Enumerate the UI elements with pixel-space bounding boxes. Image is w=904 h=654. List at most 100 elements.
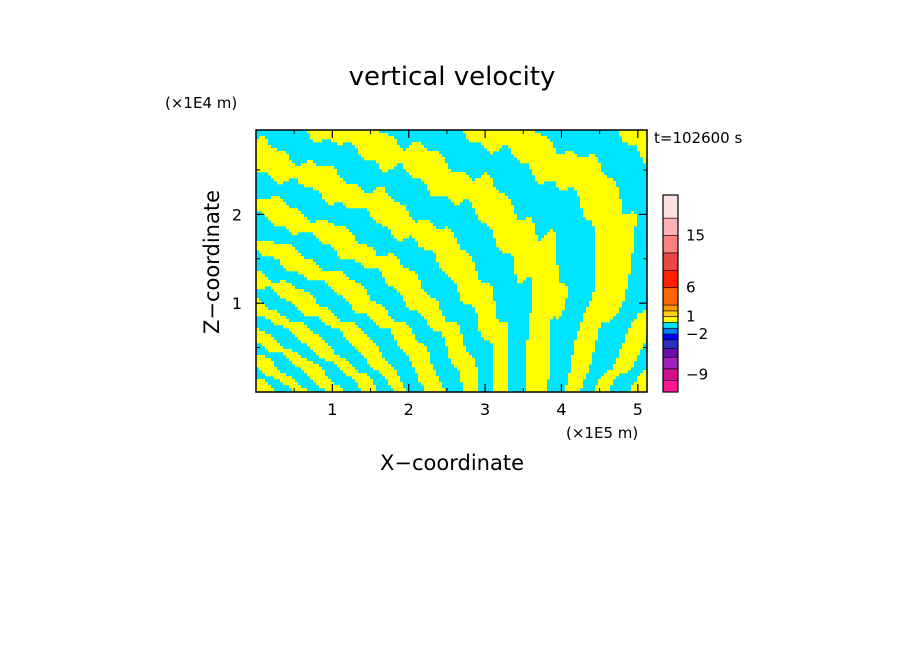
field-band (319, 385, 340, 389)
field-band (292, 361, 313, 365)
field-band (574, 340, 595, 344)
field-band (256, 142, 268, 146)
field-band (427, 319, 445, 323)
field-band (595, 250, 634, 254)
field-band (643, 157, 647, 161)
field-band (493, 382, 508, 386)
field-band (532, 310, 562, 314)
field-band (286, 226, 346, 230)
field-band (481, 175, 490, 179)
field-band (406, 304, 439, 308)
field-band (274, 178, 289, 182)
field-band (256, 331, 265, 335)
field-band (364, 157, 445, 161)
field-band (412, 235, 454, 239)
field-band (379, 325, 409, 329)
field-band (595, 268, 631, 272)
field-band (265, 316, 286, 320)
field-band (367, 361, 388, 365)
field-band (409, 307, 439, 311)
field-band (529, 166, 601, 170)
field-band (331, 325, 358, 329)
field-band (625, 340, 646, 344)
field-band (256, 280, 271, 284)
field-band (484, 145, 502, 149)
field-band (256, 163, 295, 167)
field-band (517, 277, 526, 281)
field-band (313, 139, 322, 143)
field-band (580, 199, 622, 203)
field-band (454, 202, 460, 206)
field-band (592, 220, 637, 224)
field-band (493, 358, 508, 362)
field-band (319, 238, 355, 242)
colorbar-level (663, 328, 678, 335)
field-band (493, 232, 535, 236)
field-band (625, 334, 646, 338)
field-band (460, 376, 478, 380)
field-band (469, 199, 511, 203)
field-band (565, 388, 580, 392)
field-band (262, 370, 280, 374)
field-band (424, 247, 460, 251)
field-band (619, 349, 640, 353)
field-band (460, 379, 478, 383)
field-band (283, 265, 319, 269)
field-band (493, 364, 508, 368)
field-band (460, 298, 493, 302)
field-band (256, 199, 283, 203)
field-band (526, 349, 550, 353)
field-band (643, 370, 647, 374)
field-band (496, 244, 556, 248)
field-band (637, 376, 647, 380)
field-band (460, 295, 493, 299)
field-band (379, 163, 397, 167)
field-band (529, 319, 550, 323)
field-band (448, 355, 472, 359)
field-band (475, 307, 496, 311)
field-band (337, 253, 376, 257)
field-band (424, 388, 445, 392)
field-band (556, 316, 559, 320)
field-band (634, 382, 647, 386)
field-band (259, 250, 298, 254)
field-band (577, 193, 619, 197)
field-band (475, 208, 514, 212)
field-band (457, 286, 493, 290)
field-band (400, 346, 427, 350)
field-band (310, 376, 328, 380)
field-band (424, 316, 445, 320)
field-band (526, 367, 550, 371)
field-band (628, 142, 647, 146)
field-band (514, 265, 559, 269)
field-band (307, 373, 325, 377)
colorbar: 15 6 1−2 −9 (662, 194, 708, 393)
field-band (352, 304, 382, 308)
field-band (478, 217, 517, 221)
field-band (289, 328, 310, 332)
field-band (331, 139, 397, 143)
field-band (568, 373, 586, 377)
field-band (532, 280, 559, 284)
field-band (493, 343, 508, 347)
field-band (583, 316, 613, 320)
field-band (310, 346, 331, 350)
field-band (526, 379, 547, 383)
field-band (478, 322, 508, 326)
field-band (304, 313, 334, 317)
field-band (595, 253, 631, 257)
field-band (481, 334, 508, 338)
field-band (568, 376, 586, 380)
field-band (262, 253, 301, 257)
field-band (343, 295, 370, 299)
field-band (445, 337, 463, 341)
field-band (409, 145, 424, 149)
field-band (421, 382, 442, 386)
field-band (298, 178, 343, 182)
field-band (583, 211, 622, 215)
field-band (328, 202, 334, 206)
field-band (532, 283, 565, 287)
field-band (256, 385, 271, 389)
field-band (256, 388, 274, 392)
field-band (355, 346, 379, 350)
